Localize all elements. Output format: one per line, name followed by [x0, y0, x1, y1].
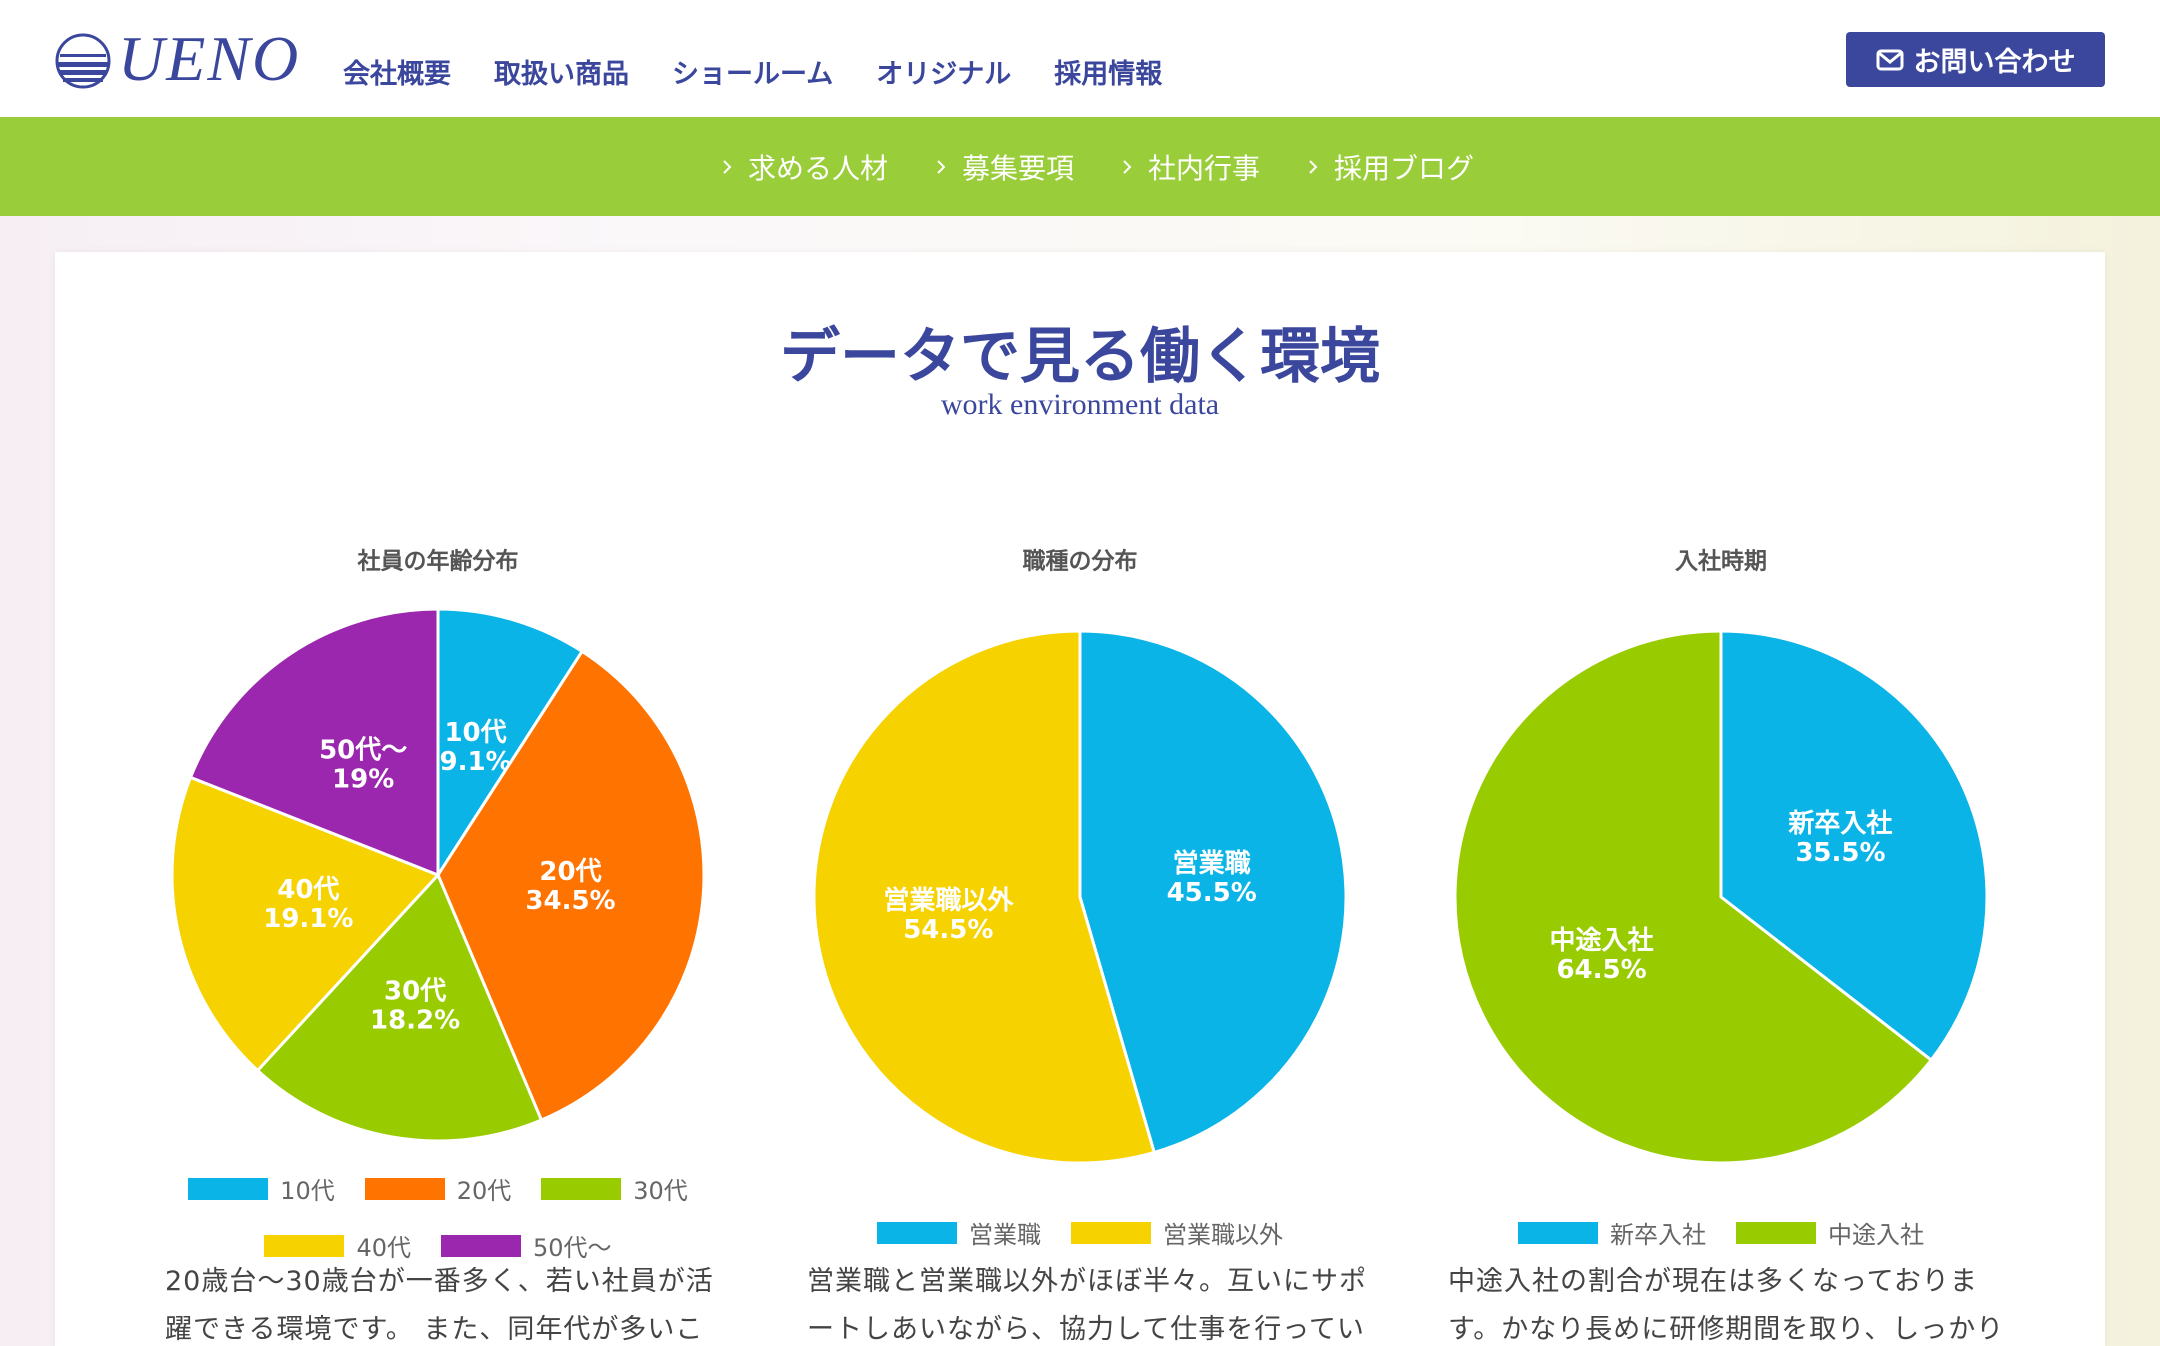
chart-title: 社員の年齢分布	[357, 548, 519, 575]
pie-slice	[436, 607, 585, 881]
slice-value: 35.5%	[1795, 838, 1885, 868]
logo[interactable]: UENO	[118, 23, 301, 94]
legend-label: 20代	[456, 1177, 512, 1205]
legend-item: 新卒入社	[1518, 1215, 1706, 1250]
legend-item: 営業職	[877, 1215, 1041, 1250]
nav-item[interactable]: オリジナル	[876, 59, 1012, 90]
pie-slice	[188, 607, 440, 878]
slice-category: 10代	[444, 718, 506, 748]
slice-value: 34.5%	[525, 886, 615, 916]
legend-swatch	[1736, 1221, 1816, 1244]
sub-nav-item[interactable]: 採用ブログ	[1308, 147, 1474, 187]
chevron	[1123, 159, 1132, 174]
contact-button[interactable]: お問い合わせ	[1846, 32, 2105, 87]
nav: 会社概要 取扱い商品 ショールーム オリジナル 採用情報	[343, 52, 1162, 91]
pie-slice	[436, 649, 706, 1123]
slice-value: 18.2%	[370, 1006, 460, 1036]
legend-swatch	[264, 1234, 345, 1257]
slice-category: 中途入社	[1550, 926, 1654, 956]
legend-swatch	[1518, 1221, 1598, 1244]
logo-emblem	[55, 33, 111, 89]
mail-icon	[1876, 49, 1903, 70]
legend: 10代 20代 30代 40代 50代〜	[178, 1171, 698, 1263]
sub-nav-label: 求める人材	[747, 151, 888, 185]
legend-item: 50代〜	[441, 1228, 612, 1263]
slice-value: 45.5%	[1167, 878, 1257, 908]
nav-item[interactable]: 取扱い商品	[494, 59, 629, 90]
slice-category: 新卒入社	[1787, 809, 1892, 839]
chart-title: 職種の分布	[1023, 548, 1138, 575]
pie-slice	[170, 775, 441, 1073]
legend-label: 10代	[280, 1177, 335, 1205]
sub-nav-item[interactable]: 募集要項	[936, 147, 1074, 187]
nav-item[interactable]: 会社概要	[343, 59, 451, 90]
pie-slice	[812, 629, 1157, 1165]
legend-item: 40代	[264, 1228, 411, 1263]
slice-category: 20代	[539, 857, 601, 887]
legend-label: 営業職以外	[1163, 1221, 1283, 1249]
legend-label: 30代	[633, 1177, 688, 1205]
legend-label: 50代〜	[533, 1234, 612, 1262]
pie-slice	[1453, 629, 1934, 1165]
legend-item: 中途入社	[1736, 1215, 1924, 1250]
slice-category: 30代	[384, 977, 446, 1007]
nav-item[interactable]: ショールーム	[672, 59, 834, 90]
slice-value: 54.5%	[903, 915, 993, 945]
legend-swatch	[541, 1177, 622, 1200]
sub-nav: 求める人材 募集要項 社内行事 採用ブログ	[0, 117, 2160, 216]
slice-value: 19.1%	[263, 904, 353, 934]
chart-description: 20歳台〜30歳台が一番多く、若い社員が活躍できる環境です。 また、同年代が多い…	[165, 1266, 714, 1345]
sub-nav-item[interactable]: 社内行事	[1122, 147, 1260, 187]
legend-item: 10代	[188, 1171, 335, 1206]
pie-slice	[1078, 629, 1348, 1155]
sub-nav-label: 募集要項	[961, 151, 1074, 185]
legend-swatch	[1071, 1221, 1151, 1244]
legend-swatch	[364, 1177, 445, 1200]
legend-swatch	[441, 1234, 521, 1257]
slice-value: 64.5%	[1556, 955, 1646, 985]
section-subtitle: work environment data	[940, 388, 1220, 421]
chart-title: 入社時期	[1675, 549, 1767, 575]
legend-label: 中途入社	[1828, 1221, 1924, 1249]
legend-label: 40代	[356, 1234, 411, 1262]
legend-item: 営業職以外	[1071, 1215, 1283, 1250]
header: UENO 会社概要 取扱い商品 ショールーム オリジナル 採用情報 お問い合わせ	[0, 0, 2160, 117]
legend-swatch	[188, 1177, 269, 1200]
pie-slice	[255, 872, 544, 1143]
slice-category: 40代	[277, 875, 339, 905]
sub-nav-item[interactable]: 求める人材	[722, 147, 888, 187]
nav-item[interactable]: 採用情報	[1054, 59, 1163, 90]
legend: 新卒入社 中途入社	[1461, 1215, 1981, 1250]
chart-description: 中途入社の割合が現在は多くなっております。かなり長めに研修期間を取り、しっかりと…	[1448, 1266, 2005, 1345]
sub-nav-label: 社内行事	[1148, 151, 1261, 185]
chevron	[1309, 159, 1318, 174]
slice-category: 50代〜	[319, 736, 407, 766]
chart-description: 営業職と営業職以外がほぼ半々。互いにサポートしあいながら、協力して仕事を行ってい…	[807, 1266, 1367, 1345]
pie-slice	[1719, 629, 1989, 1063]
chevron	[723, 159, 732, 174]
legend-swatch	[877, 1221, 957, 1244]
legend-item: 20代	[364, 1171, 512, 1206]
contact-label: お問い合わせ	[1913, 47, 2076, 78]
section-title: データで見る働く環境	[780, 322, 1380, 392]
slice-category: 営業職	[1173, 849, 1251, 879]
slice-value: 19%	[332, 765, 394, 795]
slice-category: 営業職以外	[883, 886, 1014, 916]
legend-label: 新卒入社	[1610, 1221, 1706, 1249]
legend-label: 営業職	[969, 1221, 1041, 1249]
chevron	[937, 159, 946, 174]
slice-value: 9.1%	[439, 747, 511, 777]
sub-nav-label: 採用ブログ	[1334, 151, 1475, 185]
legend: 営業職 営業職以外	[820, 1215, 1340, 1250]
legend-item: 30代	[541, 1171, 688, 1206]
